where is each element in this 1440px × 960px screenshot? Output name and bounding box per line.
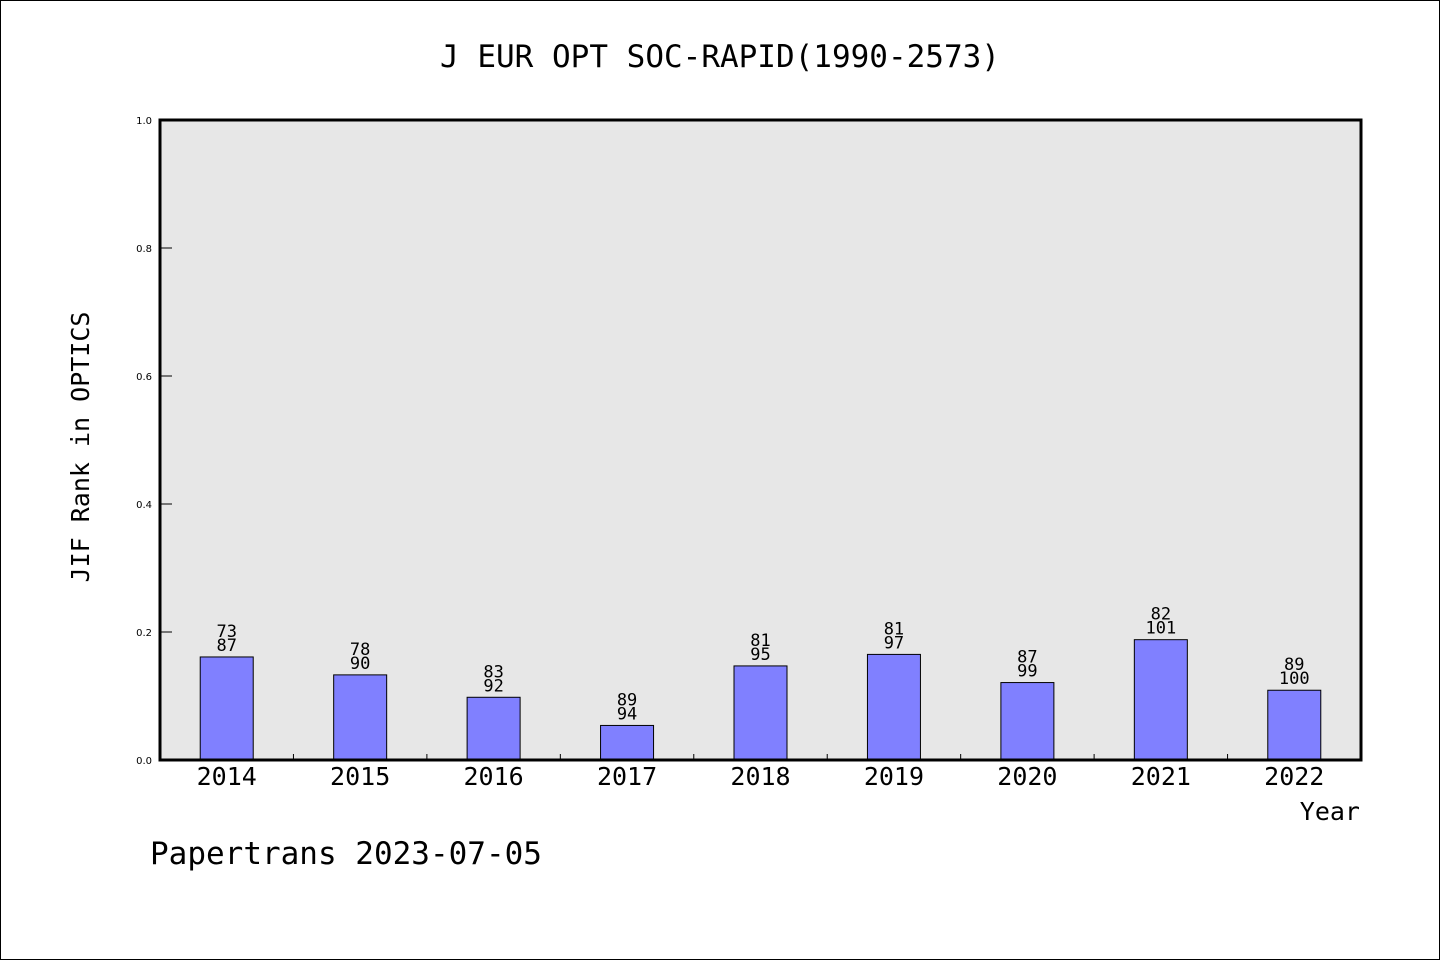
x-tick-label: 2016: [464, 762, 524, 791]
y-tick-label: 0.4: [136, 500, 152, 511]
x-axis-label: Year: [1300, 797, 1360, 826]
data-label-total: 94: [617, 704, 637, 724]
data-label-rank: 89: [617, 690, 637, 710]
data-label-total: 87: [216, 636, 236, 656]
bar-2014: [199, 656, 254, 761]
data-label-rank: 73: [216, 622, 236, 642]
data-label-rank: 83: [483, 662, 503, 682]
data-label-rank: 78: [350, 640, 370, 660]
x-tick-label: 2019: [864, 762, 924, 791]
data-label-rank: 81: [750, 631, 770, 651]
data-label-total: 92: [483, 676, 503, 696]
bar-2022: [1267, 689, 1322, 761]
bar-2020: [1000, 682, 1055, 761]
x-axis-ticks: 2014 2015 2016 2017 2018 2019 2020 2021 2022: [197, 754, 1324, 791]
x-tick-label: 2018: [730, 762, 790, 791]
data-label-total: 99: [1017, 662, 1037, 682]
bar-2017: [600, 724, 655, 761]
x-tick-label: 2014: [197, 762, 257, 791]
y-tick-label: 0.8: [136, 244, 152, 255]
chart-title: J EUR OPT SOC-RAPID(1990-2573): [440, 39, 1000, 75]
y-tick-label: 0.6: [136, 372, 152, 383]
y-tick-label: 1.0: [136, 116, 152, 127]
data-label-total: 101: [1145, 619, 1176, 639]
data-label-total: 90: [350, 654, 370, 674]
bar-2021: [1133, 639, 1188, 761]
bar-2019: [866, 653, 921, 761]
plot-border: [158, 118, 1363, 762]
y-axis-label: JIF Rank in OPTICS: [66, 312, 95, 583]
bar-2016: [466, 696, 521, 761]
data-label-rank: 89: [1284, 655, 1304, 675]
y-tick-label: 0.0: [136, 756, 152, 767]
bar-2015: [333, 674, 388, 761]
y-tick-label: 0.2: [136, 628, 152, 639]
x-tick-label: 2021: [1131, 762, 1191, 791]
footer-credit: Papertrans 2023-07-05: [150, 836, 542, 872]
data-label-total: 97: [884, 633, 904, 653]
x-tick-label: 2020: [997, 762, 1057, 791]
bar-2018: [733, 665, 788, 761]
bars-group: [199, 639, 1322, 761]
x-tick-label: 2015: [330, 762, 390, 791]
data-label-rank: 82: [1151, 605, 1171, 625]
x-tick-label: 2017: [597, 762, 657, 791]
data-label-rank: 87: [1017, 648, 1037, 668]
data-label-rank: 81: [884, 619, 904, 639]
x-tick-label: 2022: [1264, 762, 1324, 791]
data-label-total: 100: [1279, 669, 1310, 689]
data-label-total: 95: [750, 645, 770, 665]
